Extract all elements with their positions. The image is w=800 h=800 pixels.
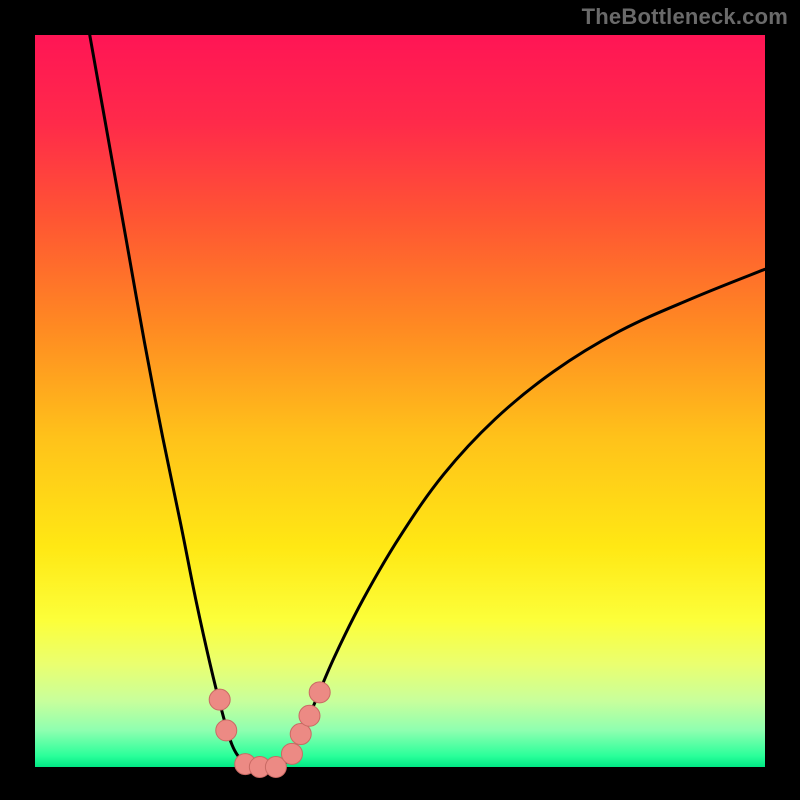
data-marker [209, 689, 230, 710]
watermark-label: TheBottleneck.com [582, 4, 788, 30]
data-marker [299, 705, 320, 726]
data-marker [309, 682, 330, 703]
data-marker [216, 720, 237, 741]
data-marker [290, 724, 311, 745]
chart-container: TheBottleneck.com [0, 0, 800, 800]
plot-background [35, 35, 765, 767]
data-marker [281, 743, 302, 764]
bottleneck-chart [0, 0, 800, 800]
